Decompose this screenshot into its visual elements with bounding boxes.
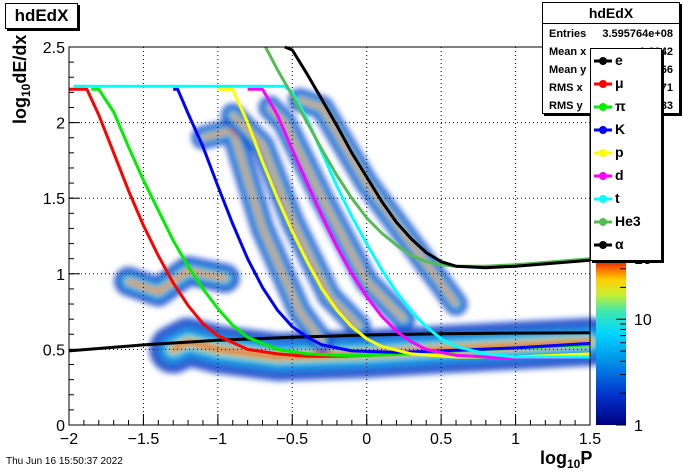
legend-marker-p: [594, 149, 612, 157]
y-tick-label: 0: [56, 418, 65, 435]
x-axis-label: log10P: [540, 448, 592, 471]
curve-alpha: [284, 45, 591, 270]
legend-marker-He3: [594, 218, 612, 226]
y-tick-label: 2: [56, 116, 65, 133]
legend-label: He3: [615, 213, 641, 229]
curve-pi: [91, 87, 591, 357]
legend-label: K: [615, 121, 626, 137]
stats-key: Mean y: [549, 64, 587, 76]
legend-label: d: [615, 167, 624, 183]
legend-label: π: [615, 98, 626, 114]
grid-lines: [69, 47, 590, 425]
legend-marker-K: [594, 126, 612, 134]
y-tick-label: 1: [56, 267, 65, 284]
legend-item-d: d: [593, 166, 661, 188]
legend-label: μ: [615, 75, 624, 91]
curve-e: [68, 331, 591, 353]
colorbar-tick-label: 10: [634, 312, 652, 329]
legend-marker-t: [594, 195, 612, 203]
colorbar: [596, 258, 626, 425]
y-axis-label: log10dE/dx: [10, 35, 33, 124]
legend-item-e: e: [593, 51, 661, 73]
colorbar-tick-label: 1: [634, 418, 643, 435]
axes: −2 −1.5 −1 −0.5 0 0.5 1 1.5 0 0.5 1 1.5 2 2.5: [43, 40, 601, 448]
legend-item-p: p: [593, 143, 661, 165]
curve-p: [217, 87, 591, 359]
curve-d: [247, 87, 591, 360]
legend-marker-d: [594, 172, 612, 180]
legend-label: p: [615, 144, 624, 160]
x-tick-label: 1: [511, 431, 520, 448]
legend-item-t: t: [593, 189, 661, 211]
x-tick-label: −1: [209, 431, 227, 448]
x-tick-label: −0.5: [276, 431, 308, 448]
stats-title: hdEdX: [543, 3, 679, 24]
stats-key: RMS y: [549, 100, 583, 112]
legend-item-pi: π: [593, 97, 661, 119]
stats-key: RMS x: [549, 82, 583, 94]
legend-label: α: [615, 236, 624, 252]
x-tick-label: −2: [60, 431, 78, 448]
legend-marker-e: [594, 57, 612, 65]
y-tick-label: 0.5: [43, 342, 65, 359]
heat-band-2-layer-4: [201, 129, 324, 343]
x-tick-label: 0.5: [430, 431, 452, 448]
timestamp: Thu Jun 16 15:50:37 2022: [6, 456, 123, 467]
legend-item-K: K: [593, 120, 661, 142]
legend-marker-pi: [594, 103, 612, 111]
legend-marker-alpha: [594, 241, 612, 249]
stats-key: Mean x: [549, 46, 587, 58]
x-tick-label: 1.5: [579, 431, 601, 448]
bethe-bloch-curves: [68, 45, 591, 360]
legend-item-He3: He3: [593, 212, 661, 234]
heatmap-layer: [114, 88, 614, 381]
legend-marker-mu: [594, 80, 612, 88]
x-tick-label: 0: [362, 431, 371, 448]
stats-value: 3.595764e+08: [602, 28, 673, 40]
histogram-title: hdEdX: [5, 3, 78, 29]
stats-key: Entries: [549, 28, 587, 40]
y-tick-label: 1.5: [43, 191, 65, 208]
legend-item-alpha: α: [593, 235, 661, 257]
y-tick-label: 2.5: [43, 40, 65, 57]
x-tick-label: −1.5: [128, 431, 160, 448]
stats-row-entries: Entries 3.595764e+08: [549, 25, 673, 43]
legend-label: e: [615, 52, 623, 68]
legend-label: t: [615, 190, 620, 206]
legend-item-mu: μ: [593, 74, 661, 96]
curve-K: [173, 87, 591, 354]
